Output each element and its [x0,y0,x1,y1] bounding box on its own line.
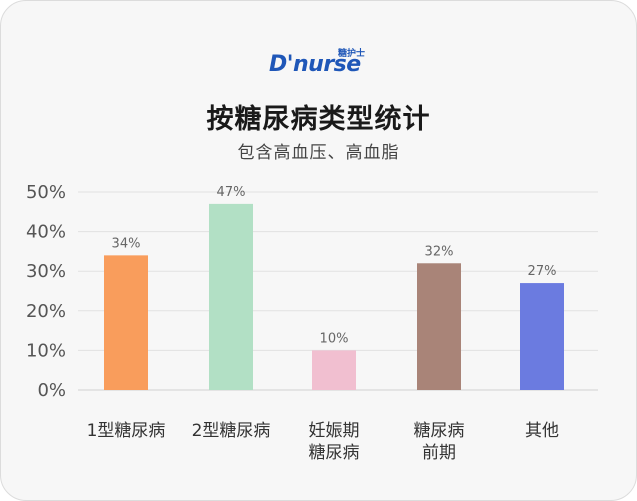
x-category-label: 妊娠期 [309,421,360,441]
x-category-label: 其他 [525,421,559,441]
bar [209,203,253,390]
bar [520,283,564,390]
bar [312,350,356,390]
dnurse-logo: 糖护士 D'nurse [269,46,379,80]
x-category-label: 前期 [422,443,456,463]
logo-text: D'nurse [269,52,361,77]
bar-value-label: 32% [425,244,454,259]
bar-value-label: 10% [320,331,349,346]
x-category-label: 1型糖尿病 [87,421,166,441]
chart-subtitle: 包含高血压、高血脂 [237,143,400,163]
y-tick-label: 20% [26,301,66,322]
x-category-label: 糖尿病 [309,443,360,463]
bar-value-label: 47% [217,185,246,200]
logo-subtext: 糖护士 [338,49,366,59]
bar-value-label: 34% [112,236,141,251]
y-tick-label: 0% [37,380,66,401]
y-tick-label: 30% [26,261,66,282]
y-tick-label: 10% [26,340,66,361]
chart-title: 按糖尿病类型统计 [206,104,431,135]
y-tick-label: 50% [26,182,66,203]
x-category-label: 2型糖尿病 [192,421,271,441]
bar-value-label: 27% [528,264,557,279]
bar [104,255,148,390]
y-tick-label: 40% [26,222,66,243]
bar [417,263,461,390]
x-category-label: 糖尿病 [414,421,465,441]
